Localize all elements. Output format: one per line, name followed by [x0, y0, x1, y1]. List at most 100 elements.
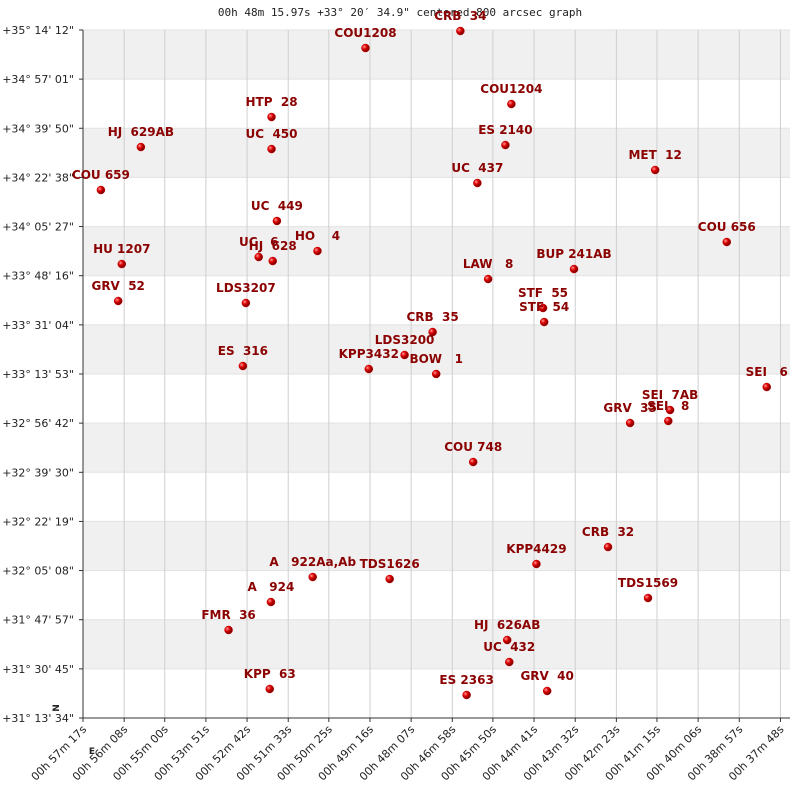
star-point: [96, 185, 106, 195]
star-label: UC 432: [483, 640, 535, 654]
star-point: [532, 559, 541, 569]
star-point: [136, 142, 146, 152]
grid-band: [83, 275, 790, 325]
y-tick-label: +33° 31' 04": [2, 319, 74, 332]
star-point: [313, 246, 322, 256]
star-point: [272, 216, 282, 226]
star-label: CRB 34: [434, 9, 486, 23]
star-point: [113, 296, 123, 306]
star-label: HU 1207: [93, 242, 150, 256]
star-point: [603, 542, 613, 552]
star-label: HJ 629AB: [108, 125, 174, 139]
star-point: [722, 237, 732, 247]
star-label: LDS3200: [375, 333, 435, 347]
star-point: [539, 317, 549, 327]
grid-band: [83, 570, 790, 620]
star-point: [538, 303, 548, 313]
star-label: LDS3207: [216, 281, 276, 295]
star-point: [267, 112, 276, 122]
star-label: UC 6: [239, 235, 278, 249]
star-label: HJ 628: [249, 239, 297, 253]
star-label: HTP 28: [245, 95, 297, 109]
grid-band: [83, 668, 790, 718]
star-point: [483, 274, 493, 284]
star-label: GRV 52: [91, 279, 144, 293]
y-tick-label: +34° 39' 50": [2, 122, 74, 135]
y-tick-label: +32° 05' 08": [2, 565, 74, 578]
star-point: [501, 140, 510, 150]
chart-title: 00h 48m 15.97s +33° 20′ 34.9" centered 8…: [218, 6, 582, 19]
y-tick-label: +34° 05' 27": [2, 221, 74, 234]
star-label: STF 55: [518, 286, 568, 300]
star-point: [650, 165, 660, 175]
grid-band: [83, 177, 790, 227]
star-point: [643, 593, 653, 603]
y-tick-label: +32° 56' 42": [2, 417, 74, 430]
star-label: STF 54: [519, 300, 569, 314]
grid-band: [83, 226, 790, 276]
star-point: [542, 686, 552, 696]
star-point: [308, 572, 317, 582]
star-label: COU1204: [480, 82, 542, 96]
star-label: A 924: [247, 580, 294, 594]
star-label: CRB 32: [582, 525, 634, 539]
grid-band: [83, 619, 790, 669]
star-point: [268, 256, 277, 266]
star-label: SEI 8: [647, 399, 689, 413]
star-label: SEI 6: [746, 365, 788, 379]
star-point: [665, 405, 675, 415]
star-point: [267, 144, 276, 154]
star-point: [456, 26, 465, 36]
star-label: TDS1569: [618, 576, 678, 590]
star-point: [431, 369, 441, 379]
star-point: [361, 43, 370, 53]
star-label: MET 12: [628, 148, 681, 162]
star-label: SEI 7AB: [642, 388, 698, 402]
star-point: [473, 178, 482, 188]
star-point: [569, 264, 579, 274]
star-point: [364, 364, 374, 374]
star-label: LAW 8: [463, 257, 514, 271]
grid-band: [83, 521, 790, 571]
star-point: [265, 684, 274, 694]
star-point: [502, 635, 512, 645]
y-tick-label: +34° 22' 38": [2, 171, 74, 184]
star-label: A 922Aa,Ab: [269, 555, 356, 569]
star-label: GRV 35: [603, 401, 656, 415]
star-point: [224, 625, 233, 635]
compass-east: E: [89, 747, 95, 757]
star-label: TDS1626: [360, 557, 420, 571]
grid-band: [83, 30, 790, 80]
y-tick-label: +32° 22' 19": [2, 515, 74, 528]
y-tick-label: +33° 13' 53": [2, 368, 74, 381]
star-label: CRB 35: [406, 310, 458, 324]
star-point: [238, 361, 248, 371]
star-label: ES 316: [218, 344, 268, 358]
grid-band: [83, 79, 790, 129]
star-label: GRV 40: [520, 669, 573, 683]
star-point: [762, 382, 771, 392]
star-point: [664, 416, 673, 426]
star-label: KPP 63: [244, 667, 296, 681]
grid-band: [83, 374, 790, 424]
compass-north: N: [52, 704, 62, 712]
grid-band: [83, 128, 790, 178]
star-label: KPP3432: [339, 347, 399, 361]
star-label: KPP4429: [506, 542, 566, 556]
star-label: COU 748: [444, 440, 502, 454]
star-point: [462, 690, 471, 700]
star-point: [507, 99, 516, 109]
star-label: ES 2140: [478, 123, 532, 137]
star-point: [117, 259, 127, 269]
y-tick-label: +31° 13' 34": [2, 712, 74, 725]
star-label: COU 659: [72, 168, 130, 182]
y-tick-label: +31° 47' 57": [2, 614, 74, 627]
star-label: BUP 241AB: [536, 247, 611, 261]
star-point: [241, 298, 251, 308]
star-label: ES 2363: [439, 673, 493, 687]
star-label: BOW 1: [409, 352, 462, 366]
star-label: HO 4: [295, 229, 340, 243]
star-point: [428, 327, 437, 337]
